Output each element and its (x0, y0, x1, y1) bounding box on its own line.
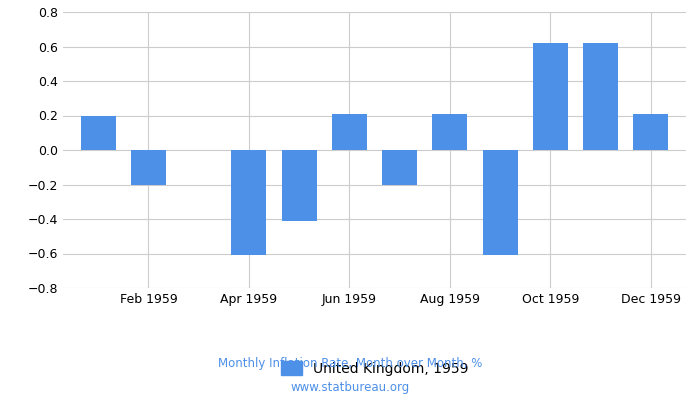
Bar (583, 43, 618, 150)
Bar (231, 150, 267, 255)
Bar (332, 114, 367, 150)
Bar (131, 150, 166, 184)
Text: www.statbureau.org: www.statbureau.org (290, 382, 410, 394)
Bar (80, 116, 116, 150)
Bar (533, 43, 568, 150)
Bar (281, 150, 316, 221)
Bar (433, 114, 468, 150)
Legend: United Kingdom, 1959: United Kingdom, 1959 (275, 356, 474, 382)
Bar (482, 150, 518, 255)
Bar (634, 114, 668, 150)
Text: Monthly Inflation Rate, Month over Month, %: Monthly Inflation Rate, Month over Month… (218, 358, 482, 370)
Bar (382, 150, 417, 184)
